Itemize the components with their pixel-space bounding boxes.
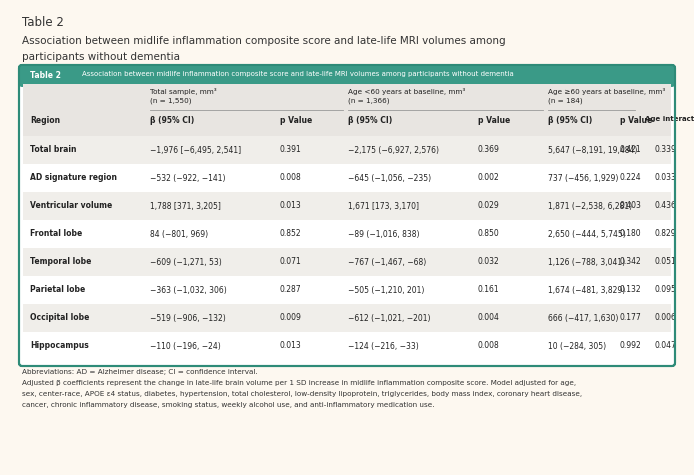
Bar xyxy=(23,164,671,192)
Text: Table 2: Table 2 xyxy=(30,71,61,80)
Text: 0.033: 0.033 xyxy=(655,173,677,182)
Text: Abbreviations: AD = Alzheimer disease; CI = confidence interval.: Abbreviations: AD = Alzheimer disease; C… xyxy=(22,369,257,375)
Text: (n = 184): (n = 184) xyxy=(548,98,583,104)
Text: 0.004: 0.004 xyxy=(478,314,500,323)
Text: cancer, chronic inflammatory disease, smoking status, weekly alcohol use, and an: cancer, chronic inflammatory disease, sm… xyxy=(22,402,434,408)
Text: β (95% CI): β (95% CI) xyxy=(348,116,392,125)
Text: −532 (−922, −141): −532 (−922, −141) xyxy=(150,173,226,182)
Text: Association between midlife inflammation composite score and late-life MRI volum: Association between midlife inflammation… xyxy=(82,71,514,77)
Text: 0.339: 0.339 xyxy=(655,145,677,154)
Text: 0.342: 0.342 xyxy=(620,257,642,266)
Text: Association between midlife inflammation composite score and late-life MRI volum: Association between midlife inflammation… xyxy=(22,36,506,46)
Text: 0.391: 0.391 xyxy=(280,145,302,154)
Text: 0.051: 0.051 xyxy=(655,257,677,266)
FancyBboxPatch shape xyxy=(19,65,675,366)
Text: 0.852: 0.852 xyxy=(280,229,302,238)
Text: Frontal lobe: Frontal lobe xyxy=(30,229,83,238)
Text: 0.002: 0.002 xyxy=(478,173,500,182)
Text: 0.008: 0.008 xyxy=(478,342,500,351)
Text: Parietal lobe: Parietal lobe xyxy=(30,285,85,294)
Text: 5,647 (−8,191, 19,484): 5,647 (−8,191, 19,484) xyxy=(548,145,637,154)
Text: −110 (−196, −24): −110 (−196, −24) xyxy=(150,342,221,351)
Text: 1,674 (−481, 3,829): 1,674 (−481, 3,829) xyxy=(548,285,625,294)
Text: p Value: p Value xyxy=(478,116,510,125)
Text: 0.032: 0.032 xyxy=(478,257,500,266)
Text: Age ≥60 years at baseline, mm³: Age ≥60 years at baseline, mm³ xyxy=(548,88,666,95)
Text: 84 (−801, 969): 84 (−801, 969) xyxy=(150,229,208,238)
Text: Table 2: Table 2 xyxy=(22,16,64,29)
Text: 1,126 (−788, 3,041): 1,126 (−788, 3,041) xyxy=(548,257,625,266)
Bar xyxy=(23,276,671,304)
Text: Hippocampus: Hippocampus xyxy=(30,342,89,351)
Text: −363 (−1,032, 306): −363 (−1,032, 306) xyxy=(150,285,227,294)
Text: 0.095: 0.095 xyxy=(655,285,677,294)
Text: 0.047: 0.047 xyxy=(655,342,677,351)
Text: 0.177: 0.177 xyxy=(620,314,642,323)
Text: 2,650 (−444, 5,745): 2,650 (−444, 5,745) xyxy=(548,229,626,238)
Text: 1,871 (−2,538, 6,281): 1,871 (−2,538, 6,281) xyxy=(548,201,632,210)
Text: p Value: p Value xyxy=(280,116,312,125)
Text: Occipital lobe: Occipital lobe xyxy=(30,314,90,323)
Text: Total sample, mm³: Total sample, mm³ xyxy=(150,88,217,95)
Text: Age <60 years at baseline, mm³: Age <60 years at baseline, mm³ xyxy=(348,88,465,95)
FancyBboxPatch shape xyxy=(19,65,675,87)
Text: 0.287: 0.287 xyxy=(280,285,302,294)
Text: −609 (−1,271, 53): −609 (−1,271, 53) xyxy=(150,257,222,266)
Bar xyxy=(23,192,671,220)
Text: Adjusted β coefficients represent the change in late-life brain volume per 1 SD : Adjusted β coefficients represent the ch… xyxy=(22,380,576,386)
Bar xyxy=(22,76,672,84)
Text: 0.436: 0.436 xyxy=(655,201,677,210)
Bar xyxy=(23,220,671,248)
Text: p Value: p Value xyxy=(620,116,652,125)
Text: β (95% CI): β (95% CI) xyxy=(150,116,194,125)
Text: 0.403: 0.403 xyxy=(620,201,642,210)
Text: 0.992: 0.992 xyxy=(620,342,642,351)
Text: −2,175 (−6,927, 2,576): −2,175 (−6,927, 2,576) xyxy=(348,145,439,154)
Text: 0.029: 0.029 xyxy=(478,201,500,210)
Bar xyxy=(23,84,671,136)
Text: 1,671 [173, 3,170]: 1,671 [173, 3,170] xyxy=(348,201,419,210)
Text: 0.369: 0.369 xyxy=(478,145,500,154)
Text: −124 (−216, −33): −124 (−216, −33) xyxy=(348,342,418,351)
Text: −612 (−1,021, −201): −612 (−1,021, −201) xyxy=(348,314,430,323)
Text: β (95% CI): β (95% CI) xyxy=(548,116,592,125)
Text: (n = 1,366): (n = 1,366) xyxy=(348,98,389,104)
Text: −767 (−1,467, −68): −767 (−1,467, −68) xyxy=(348,257,426,266)
Text: 0.224: 0.224 xyxy=(620,173,642,182)
Text: −519 (−906, −132): −519 (−906, −132) xyxy=(150,314,226,323)
Text: Ventricular volume: Ventricular volume xyxy=(30,201,112,210)
Text: participants without dementia: participants without dementia xyxy=(22,52,180,62)
Text: 1,788 [371, 3,205]: 1,788 [371, 3,205] xyxy=(150,201,221,210)
Text: Age interaction, p Value: Age interaction, p Value xyxy=(645,116,694,122)
Bar xyxy=(23,136,671,164)
Text: −505 (−1,210, 201): −505 (−1,210, 201) xyxy=(348,285,424,294)
Text: AD signature region: AD signature region xyxy=(30,173,117,182)
Text: 0.421: 0.421 xyxy=(620,145,642,154)
Text: 0.180: 0.180 xyxy=(620,229,642,238)
Text: 10 (−284, 305): 10 (−284, 305) xyxy=(548,342,606,351)
Text: 0.013: 0.013 xyxy=(280,342,302,351)
Text: 0.071: 0.071 xyxy=(280,257,302,266)
Bar xyxy=(23,248,671,276)
Text: 0.829: 0.829 xyxy=(655,229,677,238)
Text: 0.132: 0.132 xyxy=(620,285,642,294)
Text: 0.161: 0.161 xyxy=(478,285,500,294)
Text: 0.008: 0.008 xyxy=(280,173,302,182)
Text: −89 (−1,016, 838): −89 (−1,016, 838) xyxy=(348,229,419,238)
Text: 0.013: 0.013 xyxy=(280,201,302,210)
Text: 0.006: 0.006 xyxy=(655,314,677,323)
Text: 666 (−417, 1,630): 666 (−417, 1,630) xyxy=(548,314,618,323)
Bar xyxy=(23,332,671,360)
Text: Temporal lobe: Temporal lobe xyxy=(30,257,92,266)
Text: Region: Region xyxy=(30,116,60,125)
Text: −645 (−1,056, −235): −645 (−1,056, −235) xyxy=(348,173,431,182)
Text: 0.850: 0.850 xyxy=(478,229,500,238)
Text: Total brain: Total brain xyxy=(30,145,76,154)
Text: 0.009: 0.009 xyxy=(280,314,302,323)
Text: 737 (−456, 1,929): 737 (−456, 1,929) xyxy=(548,173,618,182)
Text: (n = 1,550): (n = 1,550) xyxy=(150,98,192,104)
Text: sex, center-race, APOE ε4 status, diabetes, hypertension, total cholesterol, low: sex, center-race, APOE ε4 status, diabet… xyxy=(22,391,582,397)
Bar xyxy=(23,304,671,332)
Text: −1,976 [−6,495, 2,541]: −1,976 [−6,495, 2,541] xyxy=(150,145,241,154)
